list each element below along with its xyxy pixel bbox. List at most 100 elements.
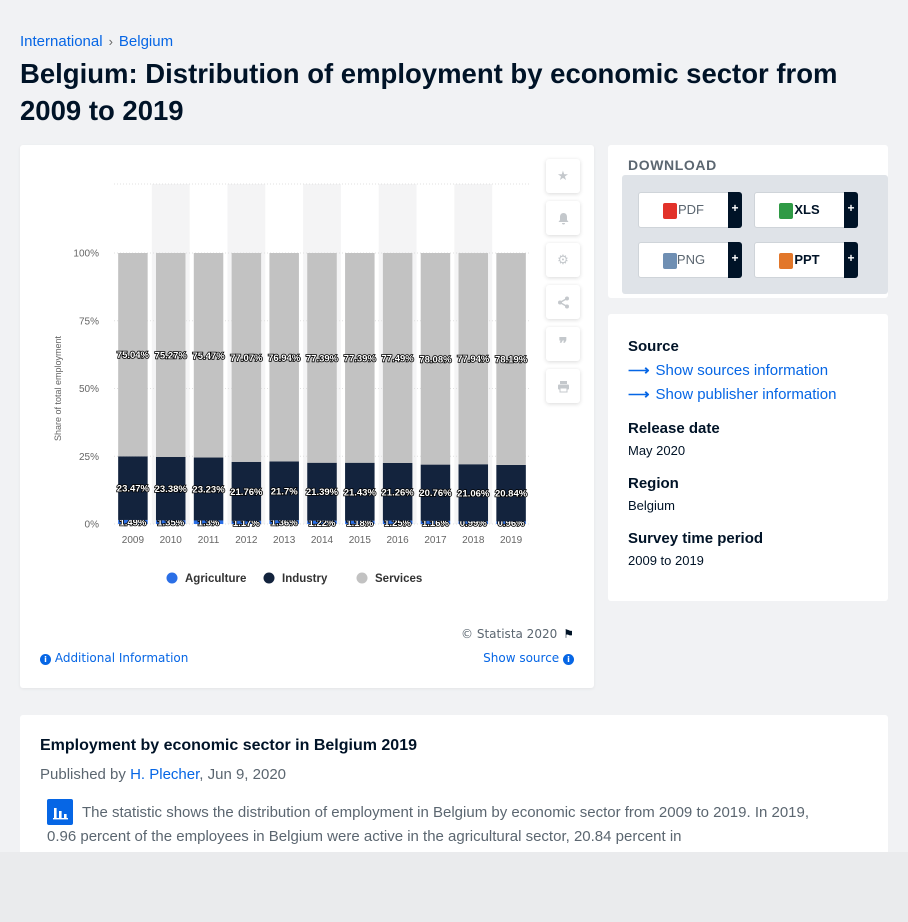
page: International › Belgium Belgium: Distribut… <box>20 33 888 895</box>
region-heading: Region <box>628 475 679 492</box>
x-tick-label: 2018 <box>462 535 485 546</box>
data-label: 21.7% <box>271 486 298 497</box>
published-date: , Jun 9, 2020 <box>199 766 286 783</box>
show-publisher-link[interactable]: ⟶ Show publisher information <box>628 385 836 403</box>
arrow-right-icon: ⟶ <box>628 386 650 403</box>
bar-agriculture <box>496 521 526 524</box>
pdf-plus-badge: + <box>728 192 742 228</box>
bar-industry <box>345 462 375 521</box>
copyright: © Statista 2020 ⚑ <box>461 627 574 641</box>
author-link[interactable]: H. Plecher <box>130 766 200 783</box>
quote-icon: ❞ <box>558 336 568 353</box>
gear-icon: ⚙ <box>557 252 569 267</box>
data-label: 75.04% <box>117 350 150 361</box>
breadcrumb-item-international[interactable]: International <box>20 33 103 50</box>
star-icon: ★ <box>557 168 569 183</box>
footer-band <box>0 852 908 922</box>
x-tick-label: 2016 <box>387 535 410 546</box>
cite-button[interactable]: ❞ <box>546 327 580 361</box>
data-label: 23.23% <box>192 485 225 496</box>
show-sources-link[interactable]: ⟶ Show sources information <box>628 361 828 379</box>
data-label: 20.76% <box>419 488 452 499</box>
show-source-link[interactable]: Show source i <box>483 651 574 665</box>
download-xls-button[interactable]: XLS + <box>754 192 858 228</box>
breadcrumb-item-belgium[interactable]: Belgium <box>118 33 174 50</box>
description-title: Employment by economic sector in Belgium… <box>40 737 417 754</box>
print-button[interactable] <box>546 369 580 403</box>
bar-services <box>496 253 526 465</box>
data-label: 21.39% <box>306 487 339 498</box>
show-publisher-label: Show publisher information <box>655 386 837 403</box>
png-plus-badge: + <box>728 242 742 278</box>
download-pdf-button[interactable]: PDF + <box>638 192 742 228</box>
data-label: 23.38% <box>155 484 188 495</box>
download-png-button[interactable]: PNG + <box>638 242 742 278</box>
bar-industry <box>155 456 186 521</box>
share-button[interactable] <box>546 285 580 319</box>
bar-services <box>155 253 186 457</box>
data-label: 21.26% <box>382 487 415 498</box>
download-ppt-button[interactable]: PPT + <box>754 242 858 278</box>
chart-card: 0% 25% 50% 75% 100% Share of total employment… <box>20 145 594 688</box>
x-tick-label: 2012 <box>235 535 258 546</box>
y-tick-label: 75% <box>79 316 99 327</box>
bar-services <box>382 253 413 463</box>
bar-services <box>193 253 224 458</box>
legend-item: Agriculture <box>185 573 246 585</box>
release-date-value: May 2020 <box>628 443 686 458</box>
arrow-right-icon: ⟶ <box>628 362 650 379</box>
data-label: 21.43% <box>344 487 377 498</box>
x-tick-label: 2010 <box>160 535 183 546</box>
bar-agriculture <box>382 520 413 524</box>
published-prefix: Published by <box>40 766 131 783</box>
x-tick-label: 2013 <box>273 535 296 546</box>
legend-item: Industry <box>282 573 328 585</box>
survey-period-heading: Survey time period <box>628 530 764 547</box>
bar-services <box>307 253 337 463</box>
release-date-heading: Release date <box>628 420 720 437</box>
ppt-icon <box>779 253 793 269</box>
bar-industry <box>382 462 413 521</box>
source-heading: Source <box>628 338 679 355</box>
y-tick-label: 0% <box>85 520 100 531</box>
pdf-icon <box>663 203 677 219</box>
bar-industry <box>496 464 526 522</box>
additional-info-link[interactable]: i Additional Information <box>40 651 188 665</box>
legend-marker <box>263 572 275 584</box>
xls-icon <box>779 203 793 219</box>
copyright-text: © Statista 2020 <box>461 627 558 641</box>
bar-industry <box>307 462 337 521</box>
info-icon: i <box>563 654 574 665</box>
data-label: 21.76% <box>230 487 263 498</box>
breadcrumb: International › Belgium <box>20 33 173 50</box>
info-icon: i <box>40 654 51 665</box>
bar-industry <box>458 464 489 522</box>
bar-agriculture <box>269 520 299 524</box>
bar-services <box>458 253 489 465</box>
bar-agriculture <box>307 520 337 524</box>
published-by: Published by H. Plecher, Jun 9, 2020 <box>40 766 286 783</box>
data-label: 21.06% <box>457 488 490 499</box>
x-tick-label: 2011 <box>198 535 220 546</box>
ppt-plus-badge: + <box>844 242 858 278</box>
notification-button[interactable] <box>546 201 580 235</box>
bar-agriculture <box>118 519 148 524</box>
png-icon <box>663 253 677 269</box>
favorite-button[interactable]: ★ <box>546 159 580 193</box>
settings-button[interactable]: ⚙ <box>546 243 580 277</box>
xls-plus-badge: + <box>844 192 858 228</box>
show-source-label: Show source <box>483 651 560 665</box>
x-tick-label: 2019 <box>500 535 523 546</box>
bar-industry <box>118 456 148 520</box>
additional-info-label: Additional Information <box>54 651 189 665</box>
x-tick-label: 2017 <box>424 535 447 546</box>
bar-agriculture <box>155 520 186 524</box>
download-xls-label: XLS <box>794 202 820 217</box>
bar-industry <box>420 464 451 521</box>
bar-chart-icon <box>47 799 73 825</box>
bar-services <box>118 253 148 457</box>
data-label: 77.94% <box>457 354 490 365</box>
data-label: 75.47% <box>192 351 225 362</box>
download-panel: DOWNLOAD PDF + XLS + PNG + PPT + <box>608 145 888 298</box>
flag-icon[interactable]: ⚑ <box>563 627 574 641</box>
